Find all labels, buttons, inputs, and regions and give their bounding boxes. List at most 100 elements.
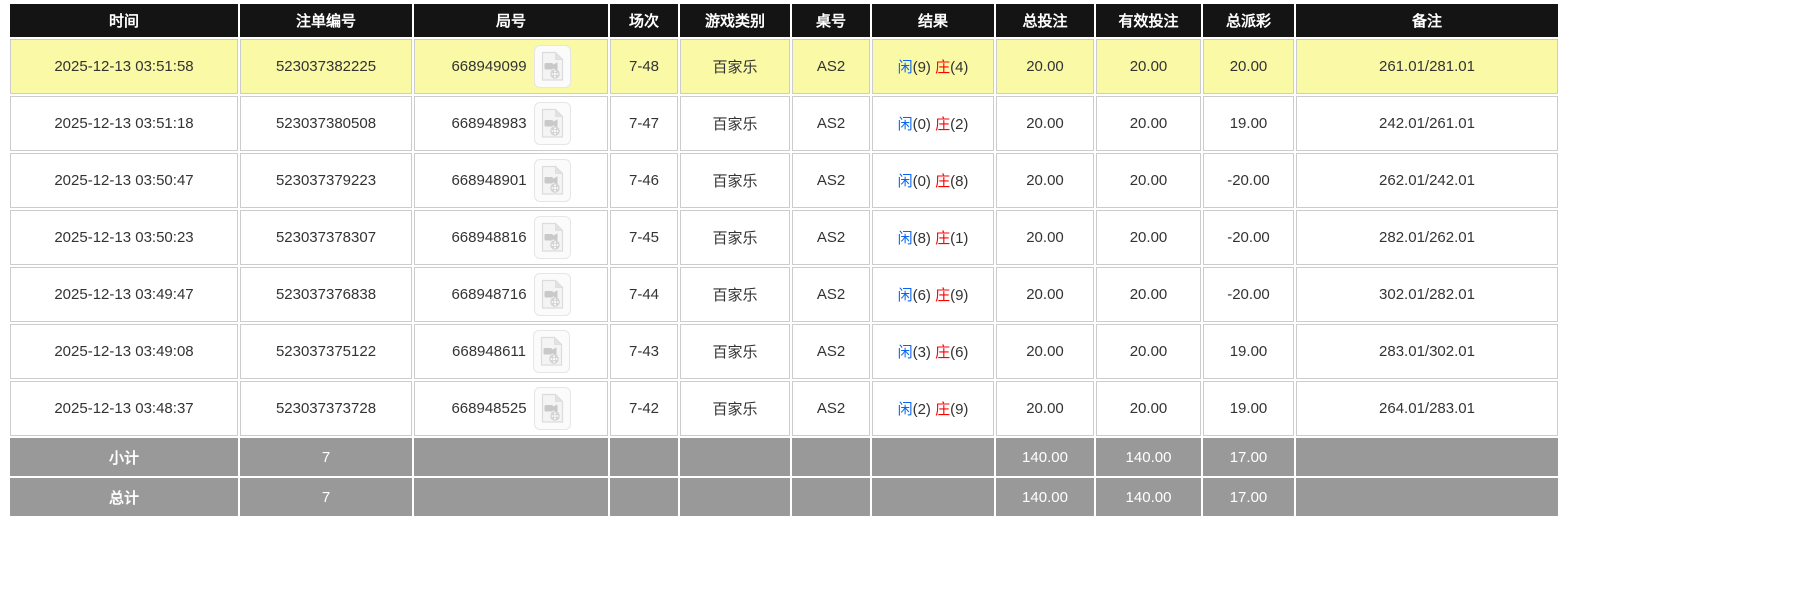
cell-round: 668948716 (414, 267, 608, 322)
cell-valid_bet: 20.00 (1096, 324, 1201, 379)
cell-payout: 19.00 (1203, 96, 1294, 151)
table-row: 2025-12-13 03:50:47 523037379223 668948901… (10, 153, 1558, 208)
banker-result-label: 庄 (935, 59, 951, 76)
cell-payout: -20.00 (1203, 210, 1294, 265)
video-playback-button[interactable] (533, 159, 571, 202)
player-result-label: 闲 (897, 287, 913, 304)
cell-remark: 242.01/261.01 (1296, 96, 1558, 151)
column-header-result: 结果 (872, 4, 994, 37)
cell-round: 668948816 (414, 210, 608, 265)
cell-table_no: AS2 (792, 96, 870, 151)
round-number-group: 668948611 (452, 330, 570, 373)
cell-valid_bet: 20.00 (1096, 381, 1201, 436)
total-label: 总计 (10, 478, 238, 516)
cell-remark: 261.01/281.01 (1296, 39, 1558, 94)
bet-records-table: 时间 注单编号 局号 场次 游戏类别 桌号 结果 总投注 有效投注 总派彩 备注 2025-12-1… (8, 2, 1560, 518)
cell-remark: 264.01/283.01 (1296, 381, 1558, 436)
footer-empty-cell (792, 478, 870, 516)
banker-result-label: 庄 (935, 287, 951, 304)
cell-remark: 262.01/242.01 (1296, 153, 1558, 208)
cell-total_bet: 20.00 (996, 39, 1094, 94)
cell-remark: 282.01/262.01 (1296, 210, 1558, 265)
cell-time: 2025-12-13 03:49:47 (10, 267, 238, 322)
footer-count: 7 (240, 478, 412, 516)
footer-empty-cell (680, 438, 790, 476)
cell-result: 闲(0) 庄(8) (872, 153, 994, 208)
banker-result-label: 庄 (935, 230, 951, 247)
cell-time: 2025-12-13 03:51:58 (10, 39, 238, 94)
cell-time: 2025-12-13 03:51:18 (10, 96, 238, 151)
table-row: 2025-12-13 03:50:23 523037378307 668948816… (10, 210, 1558, 265)
round-number: 668948525 (451, 400, 527, 417)
cell-payout: 19.00 (1203, 324, 1294, 379)
cell-valid_bet: 20.00 (1096, 210, 1201, 265)
cell-game: 百家乐 (680, 381, 790, 436)
table-row: 2025-12-13 03:49:47 523037376838 668948716… (10, 267, 1558, 322)
cell-payout: -20.00 (1203, 267, 1294, 322)
cell-bet_id: 523037382225 (240, 39, 412, 94)
video-playback-button[interactable] (533, 216, 571, 259)
cell-table_no: AS2 (792, 381, 870, 436)
round-number-group: 668949099 (451, 45, 571, 88)
footer-count: 7 (240, 438, 412, 476)
cell-table_no: AS2 (792, 153, 870, 208)
player-result-label: 闲 (897, 344, 913, 361)
footer-payout: 17.00 (1203, 438, 1294, 476)
video-playback-icon (541, 108, 564, 138)
cell-table_no: AS2 (792, 324, 870, 379)
cell-round: 668948901 (414, 153, 608, 208)
video-playback-button[interactable] (532, 330, 570, 373)
footer-empty-cell (1296, 438, 1558, 476)
cell-session: 7-44 (610, 267, 678, 322)
player-result-label: 闲 (897, 116, 913, 133)
round-number-group: 668948716 (451, 273, 571, 316)
cell-bet_id: 523037375122 (240, 324, 412, 379)
cell-valid_bet: 20.00 (1096, 153, 1201, 208)
round-number: 668948901 (451, 172, 527, 189)
cell-round: 668948983 (414, 96, 608, 151)
round-number-group: 668948901 (451, 159, 571, 202)
cell-result: 闲(9) 庄(4) (872, 39, 994, 94)
cell-game: 百家乐 (680, 267, 790, 322)
footer-empty-cell (792, 438, 870, 476)
cell-game: 百家乐 (680, 153, 790, 208)
cell-session: 7-45 (610, 210, 678, 265)
column-header-bet_id: 注单编号 (240, 4, 412, 37)
column-header-valid_bet: 有效投注 (1096, 4, 1201, 37)
video-playback-icon (541, 279, 564, 309)
cell-session: 7-43 (610, 324, 678, 379)
cell-total_bet: 20.00 (996, 267, 1094, 322)
video-playback-button[interactable] (533, 102, 571, 145)
cell-round: 668949099 (414, 39, 608, 94)
footer-valid-bet: 140.00 (1096, 438, 1201, 476)
cell-time: 2025-12-13 03:50:23 (10, 210, 238, 265)
table-header: 时间 注单编号 局号 场次 游戏类别 桌号 结果 总投注 有效投注 总派彩 备注 (10, 4, 1558, 37)
cell-payout: -20.00 (1203, 153, 1294, 208)
video-playback-button[interactable] (533, 45, 571, 88)
table-row: 2025-12-13 03:48:37 523037373728 668948525… (10, 381, 1558, 436)
video-playback-button[interactable] (533, 273, 571, 316)
cell-bet_id: 523037378307 (240, 210, 412, 265)
cell-table_no: AS2 (792, 210, 870, 265)
cell-session: 7-46 (610, 153, 678, 208)
banker-result-label: 庄 (935, 344, 951, 361)
cell-total_bet: 20.00 (996, 381, 1094, 436)
cell-valid_bet: 20.00 (1096, 39, 1201, 94)
footer-empty-cell (1296, 478, 1558, 516)
round-number-group: 668948525 (451, 387, 571, 430)
video-playback-icon (541, 51, 564, 81)
column-header-payout: 总派彩 (1203, 4, 1294, 37)
footer-valid-bet: 140.00 (1096, 478, 1201, 516)
footer-total-bet: 140.00 (996, 438, 1094, 476)
video-playback-button[interactable] (533, 387, 571, 430)
cell-time: 2025-12-13 03:50:47 (10, 153, 238, 208)
cell-total_bet: 20.00 (996, 153, 1094, 208)
banker-result-label: 庄 (935, 401, 951, 418)
round-number: 668949099 (451, 58, 527, 75)
subtotal-row: 小计 7 140.00 140.00 17.00 (10, 438, 1558, 476)
table-row: 2025-12-13 03:51:58 523037382225 668949099… (10, 39, 1558, 94)
column-header-time: 时间 (10, 4, 238, 37)
footer-empty-cell (610, 478, 678, 516)
player-result-label: 闲 (897, 173, 913, 190)
